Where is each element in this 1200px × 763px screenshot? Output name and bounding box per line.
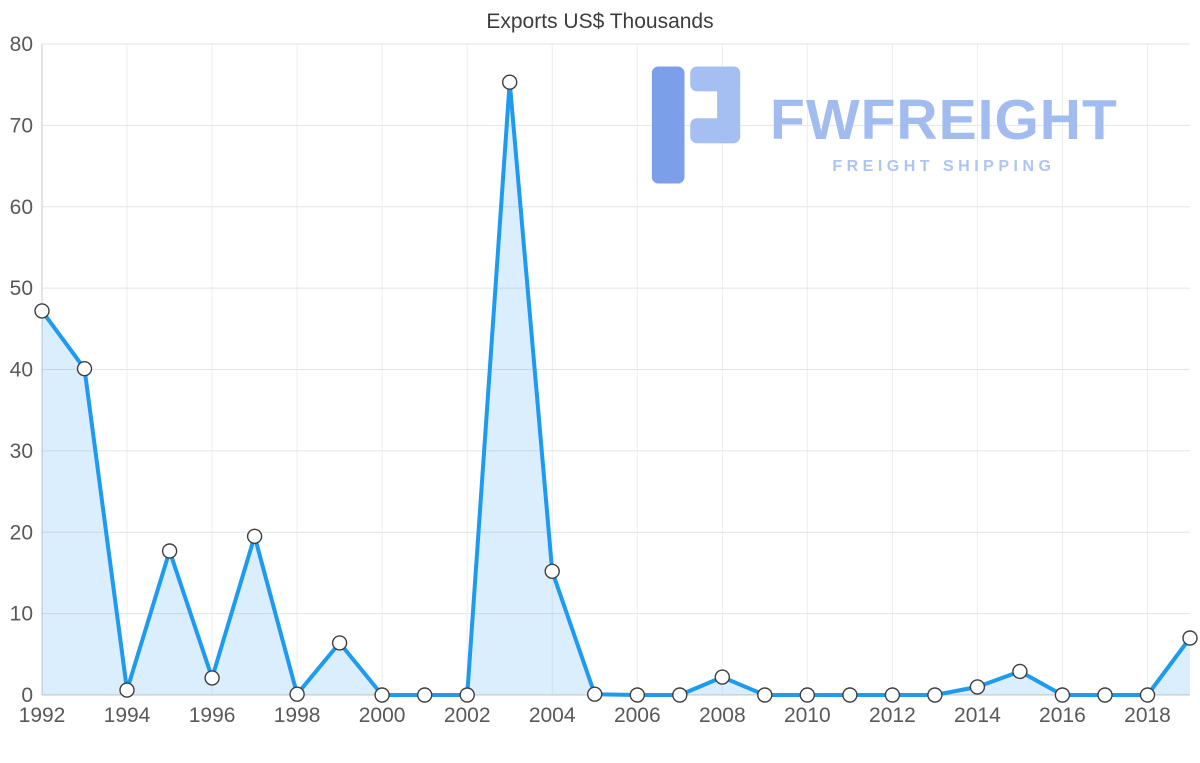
data-point-marker[interactable] <box>757 687 773 703</box>
y-axis-tick-label: 30 <box>10 440 33 463</box>
data-point-marker[interactable] <box>544 563 560 579</box>
x-axis-tick-label: 2006 <box>614 704 661 727</box>
x-axis-tick-label: 2004 <box>529 704 576 727</box>
x-axis-tick-label: 2016 <box>1039 704 1086 727</box>
data-point-marker[interactable] <box>34 303 50 319</box>
x-axis-tick-label: 1996 <box>189 704 236 727</box>
series-area-fill <box>42 82 1190 695</box>
x-axis-tick-label: 2008 <box>699 704 746 727</box>
y-axis-tick-label: 40 <box>10 359 33 382</box>
x-axis-tick-label: 1994 <box>104 704 151 727</box>
data-point-marker[interactable] <box>289 686 305 702</box>
y-axis-tick-label: 80 <box>10 33 33 56</box>
data-point-marker[interactable] <box>842 687 858 703</box>
data-point-marker[interactable] <box>714 669 730 685</box>
data-point-marker[interactable] <box>459 687 475 703</box>
data-point-marker[interactable] <box>417 687 433 703</box>
data-point-marker[interactable] <box>1139 687 1156 703</box>
data-point-marker[interactable] <box>1182 630 1198 646</box>
data-point-marker[interactable] <box>927 687 943 703</box>
data-point-marker[interactable] <box>884 687 901 703</box>
y-axis-tick-label: 20 <box>10 521 33 544</box>
x-axis-tick-label: 2000 <box>359 704 406 727</box>
x-axis-tick-label: 2010 <box>784 704 831 727</box>
y-axis-tick-label: 10 <box>10 603 33 626</box>
data-point-marker[interactable] <box>204 670 220 686</box>
data-point-marker[interactable] <box>331 635 348 651</box>
series-line <box>40 80 1192 697</box>
chart-title: Exports US$ Thousands <box>486 10 714 33</box>
x-axis-tick-label: 2014 <box>954 704 1001 727</box>
x-axis-tick-label: 1992 <box>19 704 66 727</box>
data-point-marker[interactable] <box>629 687 645 703</box>
data-point-marker[interactable] <box>502 74 518 90</box>
data-point-marker[interactable] <box>1097 687 1113 703</box>
data-point-marker[interactable] <box>1054 687 1071 703</box>
data-point-marker[interactable] <box>161 543 178 559</box>
y-axis-tick-label: 0 <box>21 684 33 707</box>
data-point-marker[interactable] <box>672 687 688 703</box>
data-point-marker[interactable] <box>76 361 93 377</box>
x-axis-tick-label: 2002 <box>444 704 491 727</box>
y-axis-tick-label: 70 <box>10 114 33 137</box>
data-point-marker[interactable] <box>119 682 135 698</box>
y-axis-tick-label: 50 <box>10 277 33 300</box>
y-axis-tick-label: 60 <box>10 196 33 219</box>
data-point-marker[interactable] <box>587 686 603 702</box>
data-point-marker[interactable] <box>1012 663 1028 680</box>
data-point-marker[interactable] <box>246 528 263 544</box>
x-axis-tick-label: 2012 <box>869 704 916 727</box>
data-point-marker[interactable] <box>374 687 390 703</box>
data-point-marker[interactable] <box>969 679 986 695</box>
x-axis-tick-label: 1998 <box>274 704 321 727</box>
x-axis-tick-label: 2018 <box>1124 704 1171 727</box>
data-point-marker[interactable] <box>799 687 815 703</box>
